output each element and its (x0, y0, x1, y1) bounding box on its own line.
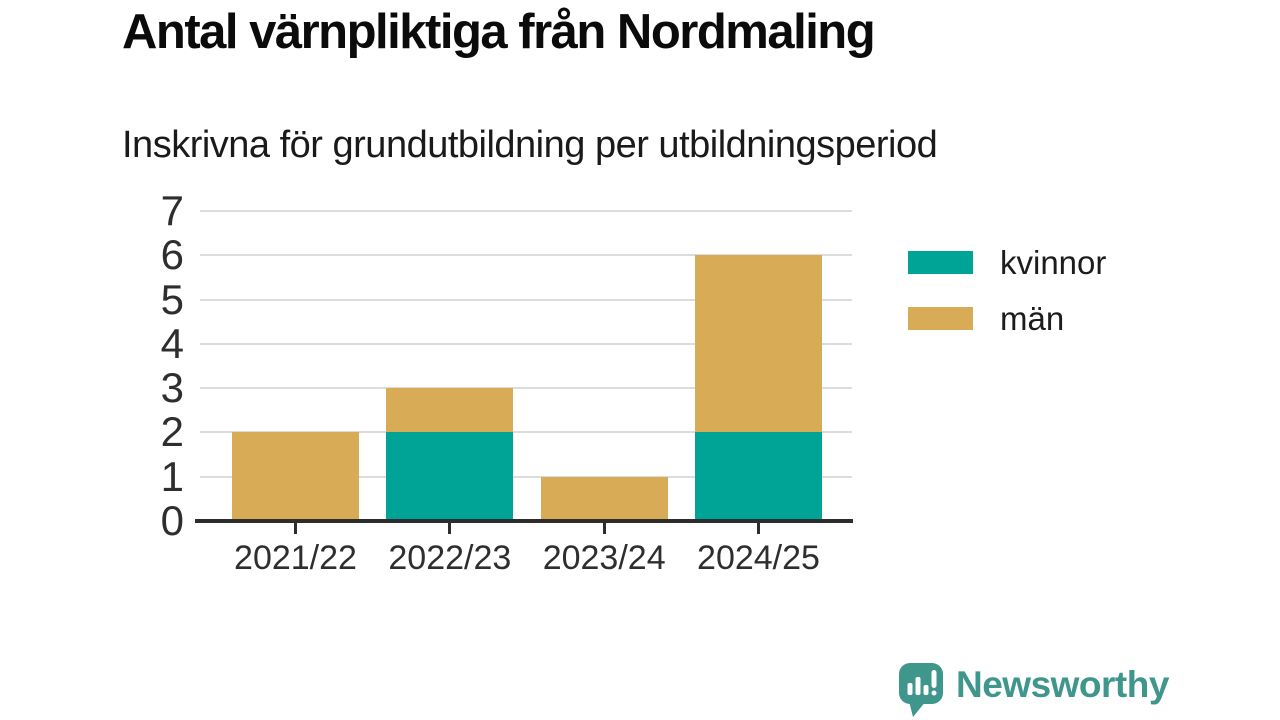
x-tick (294, 523, 297, 534)
x-tick-label: 2022/23 (388, 539, 512, 577)
y-tick-label: 3 (160, 364, 184, 412)
y-tick-label: 4 (160, 319, 184, 367)
bar-segment-män (540, 476, 668, 521)
legend-item-kvinnor: kvinnor (908, 246, 1106, 279)
gridline-y2 (200, 431, 852, 434)
bars (232, 211, 822, 521)
x-tick (602, 523, 606, 534)
y-tick-label: 5 (160, 275, 184, 323)
x-axis-line (195, 519, 853, 523)
legend-label: män (1000, 300, 1065, 337)
bar-2022/23 (386, 211, 514, 521)
x-tick-label: 2023/24 (542, 539, 666, 577)
y-tick-label: 7 (160, 187, 184, 234)
chart-title: Antal värnpliktiga från Nordmaling (122, 5, 876, 59)
brand-name: Newsworthy (956, 664, 1169, 705)
y-tick-label: 1 (160, 452, 184, 500)
y-tick-label: 2 (160, 408, 184, 456)
x-tick-label: 2024/25 (697, 539, 820, 577)
y-tick-label: 6 (160, 231, 184, 279)
gridline-y4 (200, 342, 852, 345)
bar-2023/24 (540, 211, 668, 521)
x-axis-ticks (232, 523, 822, 534)
newsworthy-logo-icon (899, 663, 943, 717)
y-tick-label: 0 (160, 497, 184, 544)
x-tick-cell (541, 523, 668, 534)
bar-2024/25 (694, 211, 822, 521)
brand-footer: Newsworthy (898, 662, 1169, 718)
x-tick (448, 523, 452, 534)
gridline-y5 (200, 298, 852, 301)
gridline-y6 (200, 254, 852, 257)
x-tick-label: 2021/22 (234, 539, 357, 577)
legend-swatch-män (908, 307, 973, 330)
x-axis-labels: 2021/22 2022/23 2023/24 2024/25 (232, 541, 822, 575)
legend-swatch-kvinnor (908, 251, 973, 274)
x-tick (756, 523, 760, 534)
bar-segment-män (386, 388, 514, 433)
legend-label: kvinnor (1000, 244, 1107, 281)
gridline-y3 (200, 387, 852, 390)
bar-segment-kvinnor (386, 432, 514, 521)
bar-segment-män (232, 432, 359, 521)
chart-subtitle: Inskrivna för grundutbildning per utbild… (122, 124, 938, 166)
legend: kvinnor män (908, 246, 1106, 335)
x-tick-cell (232, 523, 359, 534)
x-tick-cell (386, 523, 513, 534)
gridline-y1 (200, 475, 852, 478)
bar-segment-män (694, 255, 822, 433)
legend-item-män: män (908, 302, 1106, 335)
bar-2021/22 (232, 211, 359, 521)
bar-segment-kvinnor (694, 432, 822, 521)
gridline-y7 (200, 210, 852, 212)
x-tick-cell (695, 523, 822, 534)
